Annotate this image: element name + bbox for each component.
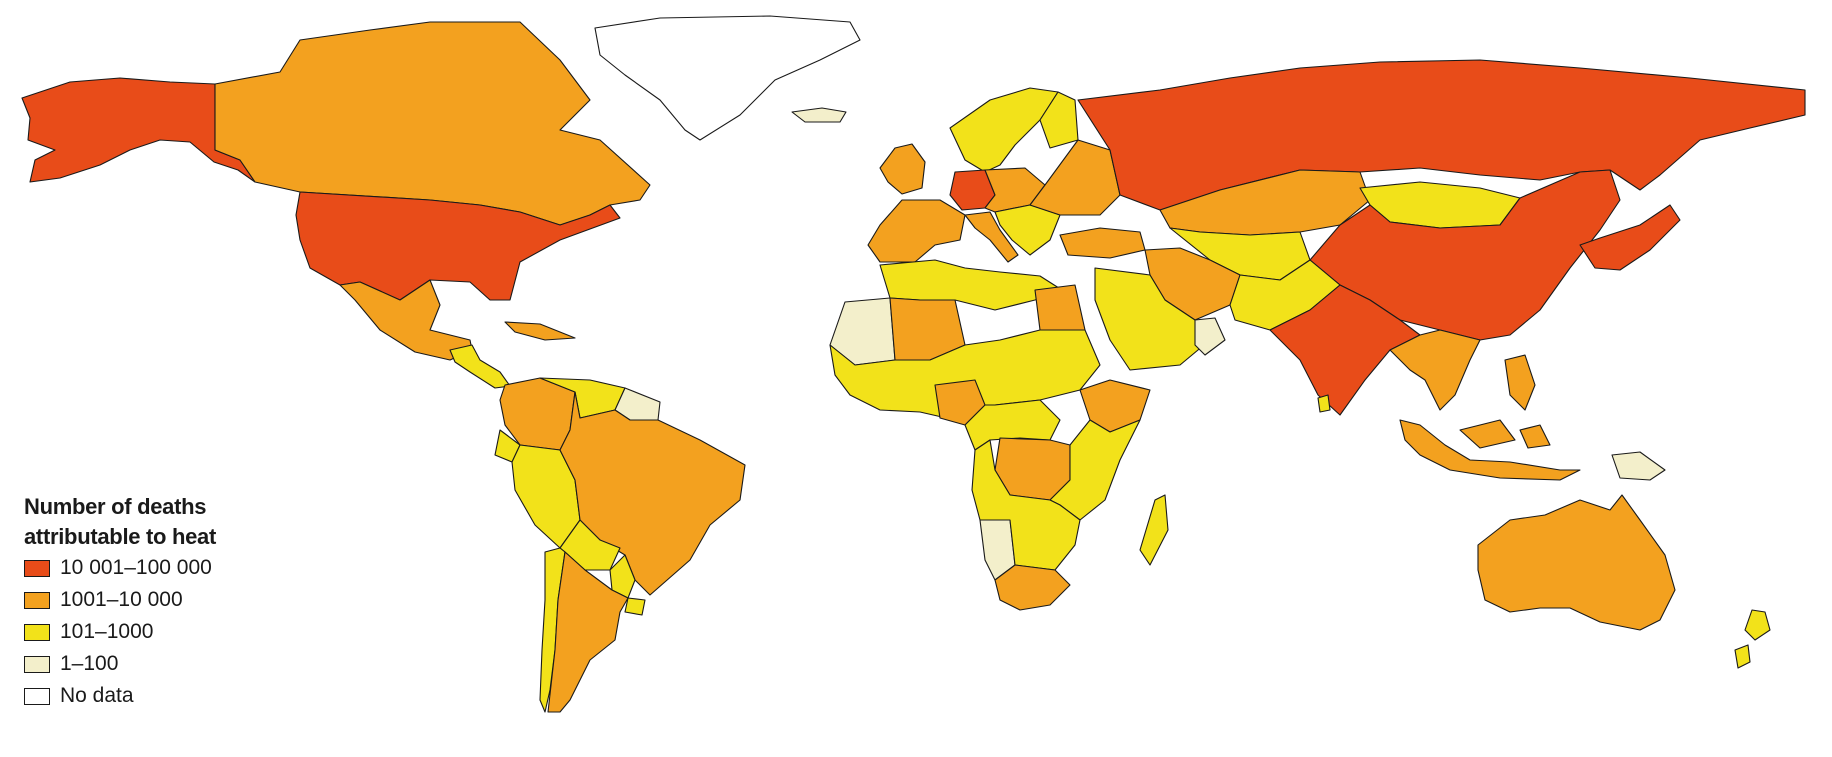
region-south-africa	[994, 564, 1071, 611]
region-united-states	[295, 191, 621, 301]
legend-label: 1–100	[60, 652, 119, 675]
region-oman-yemen-coast	[1194, 317, 1226, 356]
region-southeast-asia	[1389, 329, 1481, 411]
region-finland	[1039, 91, 1079, 149]
region-mexico	[339, 279, 473, 361]
region-arabian-peninsula	[1094, 267, 1211, 371]
region-eastern-europe	[1029, 139, 1121, 216]
region-scandinavia	[949, 87, 1059, 173]
region-alaska	[21, 77, 256, 183]
region-southern-africa	[971, 439, 1081, 571]
region-italy	[964, 211, 1019, 263]
legend-label: 1001–10 000	[60, 588, 183, 611]
region-greenland	[594, 15, 861, 141]
region-france-iberia	[867, 199, 966, 263]
region-new-zealand	[1734, 609, 1771, 669]
region-east-africa	[1049, 419, 1141, 521]
legend-swatch	[24, 655, 50, 673]
region-paraguay	[609, 554, 636, 599]
legend-item: 101–1000	[24, 616, 254, 648]
region-korea-japan	[1579, 204, 1681, 271]
region-australia	[1477, 494, 1676, 631]
region-egypt	[1034, 284, 1086, 331]
map-legend: Number of deaths attributable to heat 10…	[24, 492, 254, 712]
region-philippines	[1504, 354, 1536, 411]
legend-swatch	[24, 687, 50, 705]
region-madagascar	[1139, 494, 1169, 566]
region-china	[1309, 169, 1621, 341]
legend-item: 1001–10 000	[24, 584, 254, 616]
region-canada	[214, 21, 651, 226]
region-turkey	[1059, 227, 1146, 259]
region-iceland	[791, 107, 847, 123]
legend-item: 1–100	[24, 648, 254, 680]
region-sri-lanka	[1317, 394, 1331, 413]
legend-label: No data	[60, 684, 134, 707]
region-brazil	[559, 391, 746, 596]
region-central-america	[449, 344, 511, 389]
legend-swatch	[24, 623, 50, 641]
legend-swatch	[24, 559, 50, 577]
legend-item: 10 001–100 000	[24, 552, 254, 584]
legend-label: 10 001–100 000	[60, 556, 212, 579]
legend-swatch	[24, 591, 50, 609]
region-cuba	[504, 321, 576, 341]
region-uruguay	[624, 597, 646, 616]
region-sahel	[829, 329, 1101, 421]
legend-title: Number of deaths attributable to heat	[24, 492, 254, 552]
legend-title-line2: attributable to heat	[24, 524, 217, 549]
legend-title-line1: Number of deaths	[24, 494, 207, 519]
region-uk-ireland	[879, 143, 926, 195]
legend-label: 101–1000	[60, 620, 154, 643]
legend-item: No data	[24, 680, 254, 712]
region-indonesia	[1399, 419, 1581, 481]
region-argentina	[547, 551, 629, 713]
region-papua-new-guinea	[1611, 451, 1666, 481]
